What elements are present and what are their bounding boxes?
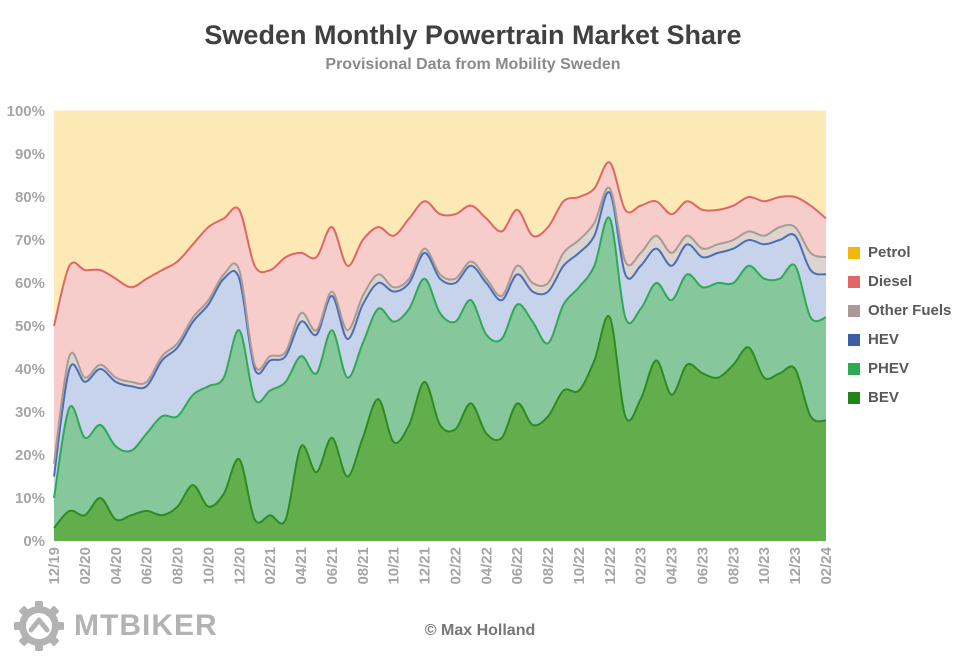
x-tick-label: 02/24 — [818, 546, 835, 584]
x-tick-label: 04/20 — [108, 547, 125, 585]
x-tick-label: 10/21 — [386, 547, 403, 585]
legend-label: Other Fuels — [868, 302, 952, 319]
x-tick-label: 12/19 — [46, 547, 63, 585]
line-other-fuels — [53, 186, 827, 464]
x-tick-label: 08/21 — [355, 547, 372, 585]
credit-text: © Max Holland — [424, 622, 536, 639]
y-tick-label: 90% — [15, 146, 45, 163]
legend-swatch — [848, 333, 860, 346]
legend-label: Diesel — [868, 273, 913, 290]
gear-bike-logo-icon — [14, 601, 64, 651]
y-tick-label: 30% — [15, 404, 45, 421]
y-tick-label: 50% — [15, 318, 45, 335]
legend-swatch — [848, 275, 860, 288]
y-tick-label: 60% — [15, 275, 45, 292]
legend-item-other-fuels: Other Fuels — [848, 296, 956, 325]
legend-swatch — [848, 304, 860, 317]
chart-legend: Petrol Diesel Other Fuels HEV PHEV BEV — [848, 238, 956, 412]
x-tick-label: 12/21 — [417, 547, 434, 585]
legend-item-diesel: Diesel — [848, 267, 956, 296]
legend-item-petrol: Petrol — [848, 238, 956, 267]
x-tick-label: 02/20 — [77, 547, 94, 585]
x-tick-label: 04/23 — [664, 547, 681, 585]
line-hev — [53, 191, 827, 477]
series-areas — [54, 111, 826, 542]
y-tick-label: 40% — [15, 361, 45, 378]
x-tick-label: 12/23 — [787, 547, 804, 585]
line-diesel — [53, 161, 827, 327]
y-tick-label: 20% — [15, 447, 45, 464]
legend-label: PHEV — [868, 360, 909, 377]
y-tick-label: 80% — [15, 189, 45, 206]
y-tick-label: 70% — [15, 232, 45, 249]
x-tick-label: 08/23 — [725, 547, 742, 585]
legend-label: BEV — [868, 389, 899, 406]
x-tick-label: 10/22 — [571, 547, 588, 585]
area-bev — [54, 316, 826, 541]
chart-title: Sweden Monthly Powertrain Market Share — [204, 20, 742, 50]
y-axis-ticks: 0% 10% 20% 30% 40% 50% 60% 70% 80% 90% 100% — [7, 103, 45, 550]
x-tick-label: 06/23 — [695, 547, 712, 585]
line-bev — [53, 315, 827, 529]
x-axis-ticks: 12/19 02/20 04/20 06/20 08/20 10/20 12/20 02/21… — [46, 546, 835, 584]
x-tick-label: 04/22 — [478, 547, 495, 585]
x-tick-label: 08/22 — [540, 547, 557, 585]
x-tick-label: 06/22 — [509, 547, 526, 585]
y-tick-label: 10% — [15, 490, 45, 507]
legend-item-phev: PHEV — [848, 354, 956, 383]
x-tick-label: 02/21 — [262, 547, 279, 585]
x-tick-label: 12/22 — [602, 547, 619, 585]
legend-item-bev: BEV — [848, 383, 956, 412]
y-tick-label: 0% — [23, 533, 45, 550]
x-tick-label: 10/23 — [756, 547, 773, 585]
legend-swatch — [848, 246, 860, 259]
line-phev — [53, 216, 827, 499]
x-tick-label: 02/22 — [447, 547, 464, 585]
x-tick-label: 04/21 — [293, 547, 310, 585]
x-tick-label: 10/20 — [200, 547, 217, 585]
legend-label: HEV — [868, 331, 899, 348]
chart-subtitle: Provisional Data from Mobility Sweden — [325, 56, 621, 73]
legend-item-hev: HEV — [848, 325, 956, 354]
legend-label: Petrol — [868, 244, 911, 261]
legend-swatch — [848, 391, 860, 404]
x-tick-label: 08/20 — [170, 547, 187, 585]
series-lines — [53, 161, 827, 529]
x-tick-label: 12/20 — [231, 547, 248, 585]
x-tick-label: 06/21 — [324, 547, 341, 585]
x-tick-label: 06/20 — [139, 547, 156, 585]
x-tick-label: 02/23 — [633, 547, 650, 585]
logo-text: MTBIKER — [74, 609, 218, 642]
mtbiker-logo: MTBIKER — [12, 598, 218, 654]
y-tick-label: 100% — [7, 103, 45, 120]
legend-swatch — [848, 362, 860, 375]
